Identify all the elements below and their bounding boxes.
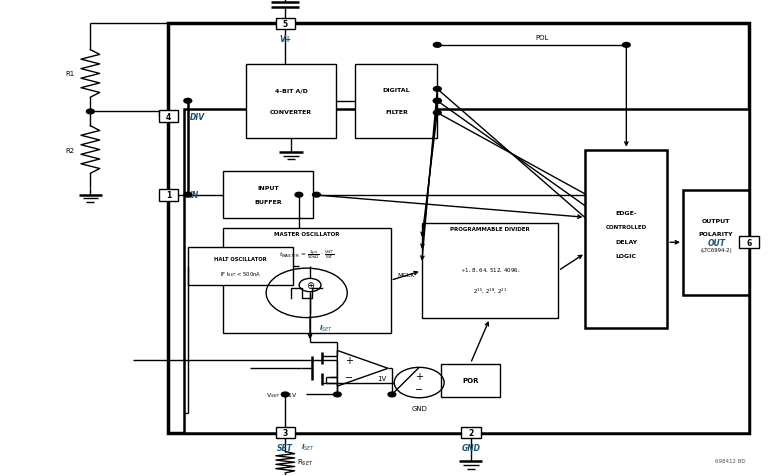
Text: R2: R2 [66,147,75,153]
Text: V+: V+ [279,35,291,44]
Circle shape [295,193,303,198]
FancyBboxPatch shape [461,426,480,438]
Text: CONTROLLED: CONTROLLED [606,225,647,230]
Text: −: − [415,385,423,395]
Text: IN: IN [190,191,199,200]
Text: GND: GND [462,443,480,452]
Circle shape [433,99,441,104]
Text: 1: 1 [166,191,171,200]
Circle shape [281,392,289,397]
Text: DIV: DIV [190,112,205,121]
Text: PROGRAMMABLE DIVIDER: PROGRAMMABLE DIVIDER [450,227,530,232]
Text: 5: 5 [283,20,288,29]
Text: +: + [345,355,353,365]
FancyBboxPatch shape [422,224,558,319]
Text: 6: 6 [747,238,752,247]
Text: 4: 4 [166,112,171,121]
FancyBboxPatch shape [355,65,437,139]
FancyBboxPatch shape [184,110,749,433]
Text: V$_{SET}$ = 1V: V$_{SET}$ = 1V [266,390,298,399]
Text: HALT OSCILLATOR: HALT OSCILLATOR [214,257,267,261]
Text: 3: 3 [283,428,288,437]
Text: FILTER: FILTER [385,110,408,115]
Text: R$_{SET}$: R$_{SET}$ [297,457,313,467]
Text: +: + [415,371,423,381]
FancyBboxPatch shape [223,171,312,219]
Text: MASTER OSCILLATOR: MASTER OSCILLATOR [274,232,340,237]
Circle shape [388,392,396,397]
Text: LOGIC: LOGIC [616,253,637,258]
FancyBboxPatch shape [187,248,293,286]
Text: OUTPUT: OUTPUT [702,219,730,224]
FancyBboxPatch shape [223,228,390,333]
Text: 2$^{15}$, 2$^{18}$, 2$^{21}$: 2$^{15}$, 2$^{18}$, 2$^{21}$ [473,286,507,295]
Text: R1: R1 [66,71,75,77]
Text: 4-BIT A/D: 4-BIT A/D [275,88,308,93]
Text: EDGE-: EDGE- [615,210,637,216]
Text: POL: POL [536,35,549,41]
Text: CONVERTER: CONVERTER [270,110,312,115]
FancyBboxPatch shape [169,24,749,433]
Circle shape [433,111,441,116]
Circle shape [312,193,320,198]
FancyBboxPatch shape [740,237,759,248]
Text: MCLK: MCLK [398,273,415,278]
Text: OUT: OUT [708,238,726,247]
Text: GND: GND [412,406,427,411]
Circle shape [87,110,95,115]
Text: POR: POR [462,377,479,383]
Text: POLARITY: POLARITY [699,232,733,237]
Text: ⊕: ⊕ [306,280,314,290]
FancyBboxPatch shape [683,190,749,295]
Circle shape [433,43,441,48]
Text: I$_{SET}$: I$_{SET}$ [319,323,333,333]
Circle shape [622,43,630,48]
Circle shape [433,87,441,92]
Circle shape [333,392,341,397]
Text: IF I$_{SET}$ < 500nA: IF I$_{SET}$ < 500nA [219,269,261,278]
Text: 698412 BD: 698412 BD [715,458,745,464]
Circle shape [184,99,191,104]
Text: DIGITAL: DIGITAL [383,88,410,93]
Circle shape [184,193,191,198]
Text: DELAY: DELAY [615,239,637,244]
Text: I$_{SET}$: I$_{SET}$ [301,442,315,452]
FancyBboxPatch shape [441,364,500,397]
Text: (LTC6994-2): (LTC6994-2) [700,248,732,252]
Text: $\div$1, 8, 64, 512, 4096,: $\div$1, 8, 64, 512, 4096, [460,266,520,273]
FancyBboxPatch shape [276,19,295,30]
Text: INPUT: INPUT [257,186,279,191]
Text: 2: 2 [468,428,473,437]
Circle shape [433,99,441,104]
Text: BUFFER: BUFFER [254,200,281,205]
Text: $t_{MASTER}$ = $\frac{1\mu s}{50k\Omega}$ $\cdot$ $\frac{V_{SET}}{I_{SET}}$: $t_{MASTER}$ = $\frac{1\mu s}{50k\Omega}… [279,248,334,262]
Text: −: − [345,372,353,382]
FancyBboxPatch shape [159,111,178,123]
FancyBboxPatch shape [246,65,336,139]
Text: SET: SET [277,443,293,452]
FancyBboxPatch shape [159,189,178,201]
Text: 1V: 1V [377,375,387,381]
FancyBboxPatch shape [586,150,667,328]
FancyBboxPatch shape [276,426,295,438]
